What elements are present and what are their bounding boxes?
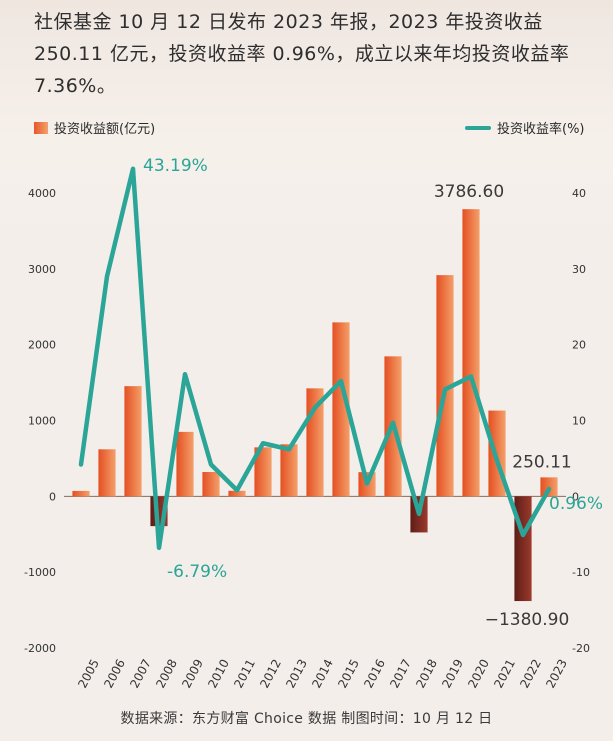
bar-data-label: 3786.60 [434, 182, 504, 202]
legend-line-swatch [465, 125, 491, 130]
bar-data-label: 250.11 [512, 452, 571, 472]
y-right-tick-label: 10 [572, 415, 586, 428]
return-rate-line [78, 166, 552, 551]
bar-2015 [332, 322, 350, 497]
y-left-tick-label: 1000 [28, 415, 56, 428]
legend-bar-label: 投资收益额(亿元) [54, 122, 156, 137]
bar-2005 [72, 490, 90, 497]
bar-2012 [254, 447, 272, 497]
bar-2020 [462, 209, 480, 497]
line-data-label: 0.96% [549, 494, 603, 514]
x-tick-label: 2016 [361, 657, 388, 691]
footer-source: 数据来源：东方财富 Choice 数据 制图时间：10 月 12 日 [120, 711, 493, 727]
x-tick-label: 2014 [309, 657, 336, 691]
line-data-label: -6.79% [167, 562, 227, 582]
y-left-tick-label: -2000 [24, 642, 56, 655]
bar-2007 [124, 386, 142, 497]
legend-bar-swatch [34, 121, 48, 134]
legend-line-label: 投资收益率(%) [497, 122, 585, 137]
x-tick-label: 2011 [231, 657, 258, 691]
y-right-tick-label: -10 [572, 566, 590, 579]
x-tick-label: 2019 [439, 657, 466, 691]
x-tick-label: 2007 [127, 657, 154, 691]
y-left-tick-label: 4000 [28, 187, 56, 200]
y-left-tick-label: 2000 [28, 339, 56, 352]
x-tick-label: 2018 [413, 657, 440, 691]
x-tick-label: 2015 [335, 657, 362, 691]
y-left-tick-label: 3000 [28, 263, 56, 276]
background-glow [0, 0, 613, 260]
y-right-tick-label: 20 [572, 339, 586, 352]
y-right-tick-label: 30 [572, 263, 586, 276]
x-tick-label: 2008 [153, 657, 180, 691]
x-tick-label: 2006 [101, 657, 128, 691]
y-right-tick-label: 40 [572, 187, 586, 200]
legend-bar-item: 投资收益额(亿元) [34, 118, 155, 137]
x-tick-label: 2022 [517, 657, 544, 691]
y-left-tick-label: -1000 [24, 566, 56, 579]
x-tick-label: 2005 [75, 657, 102, 691]
bar-data-label: −1380.90 [485, 610, 570, 630]
x-tick-label: 2012 [257, 657, 284, 691]
x-tick-label: 2010 [205, 657, 232, 691]
x-tick-label: 2020 [465, 657, 492, 691]
bar-2013 [280, 444, 298, 497]
bar-2009 [176, 431, 194, 497]
y-right-tick-label: -20 [572, 642, 590, 655]
legend-line-item: 投资收益率(%) [465, 118, 585, 137]
line-data-label: 43.19% [143, 156, 208, 176]
x-tick-label: 2013 [283, 657, 310, 691]
x-tick-label: 2023 [543, 657, 570, 691]
y-right-tick-label: 0 [572, 490, 579, 503]
headline-text: 社保基金 10 月 12 日发布 2023 年报，2023 年投资收益 250.… [34, 11, 570, 97]
x-tick-label: 2021 [491, 657, 518, 691]
bar-2010 [202, 471, 220, 497]
y-left-tick-label: 0 [49, 490, 56, 503]
x-tick-label: 2017 [387, 657, 414, 691]
bar-2011 [228, 490, 246, 497]
bar-2019 [436, 275, 454, 497]
x-tick-label: 2009 [179, 657, 206, 691]
bar-2006 [98, 449, 116, 497]
